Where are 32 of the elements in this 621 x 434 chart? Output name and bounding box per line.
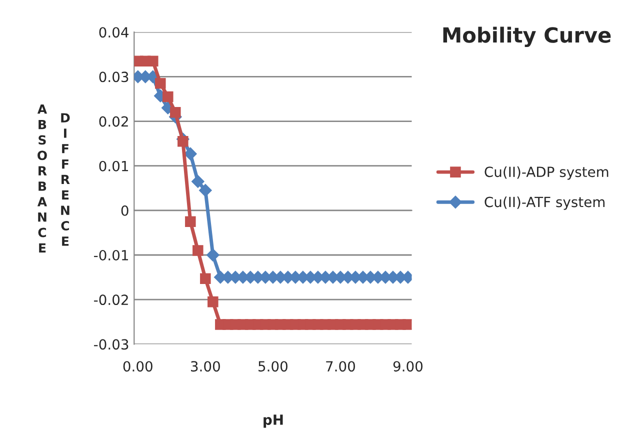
point	[148, 56, 158, 66]
x-axis-title: pH	[264, 414, 283, 428]
point	[170, 106, 181, 118]
y-tick-label: -0.02	[94, 294, 128, 306]
y-tick-label: 0.03	[99, 72, 128, 82]
text: ABSORBANCE DIFFRENCE	[37, 104, 70, 252]
x-tick-label: 9.00	[393, 361, 423, 372]
text: Mobility Curve	[443, 26, 611, 48]
legend-label: Cu(II)-ADP system	[484, 166, 608, 180]
y-tick-label: -0.01	[94, 250, 128, 260]
point	[192, 245, 204, 256]
y-tick-label: 0.02	[99, 116, 128, 127]
y-tick-label: -0.03	[94, 339, 128, 350]
point	[208, 296, 218, 308]
x-tick-label: 5.00	[258, 361, 288, 372]
point	[162, 91, 174, 102]
point	[178, 136, 188, 147]
x-tick-label: 3.00	[191, 361, 220, 372]
point	[206, 248, 220, 262]
point	[191, 175, 204, 188]
point	[402, 319, 412, 330]
point	[185, 216, 196, 227]
point	[200, 273, 211, 284]
point	[184, 147, 197, 160]
legend-label: Cu(II)-ATF system	[484, 196, 605, 210]
y-tick-label: 0	[121, 205, 128, 216]
point	[198, 184, 212, 197]
point	[155, 78, 166, 89]
x-tick-label: 0.00	[123, 361, 152, 372]
x-tick-label: 7.00	[326, 361, 355, 372]
y-tick-label: 0.01	[99, 160, 128, 172]
y-tick-label: 0.04	[99, 27, 128, 38]
